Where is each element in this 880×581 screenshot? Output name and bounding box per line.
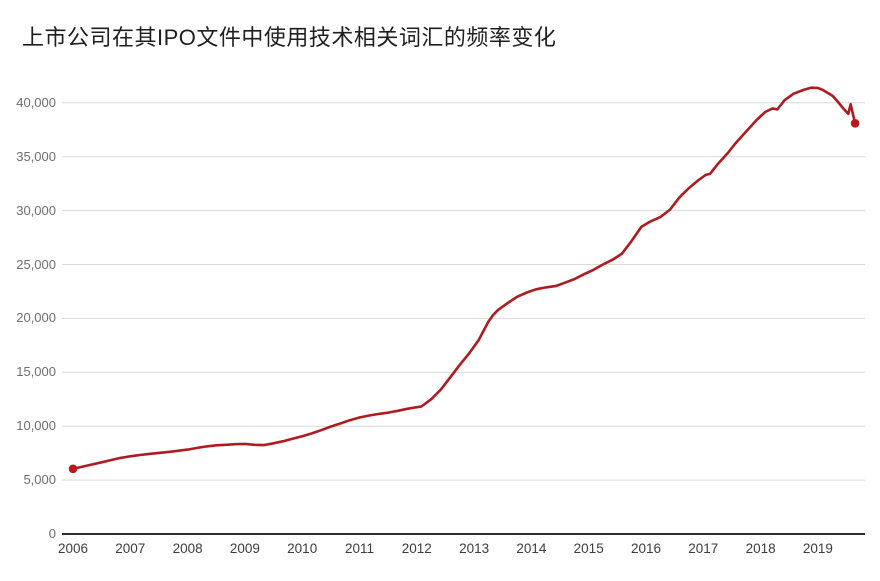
y-axis-tick-label: 15,000 xyxy=(16,364,56,380)
x-axis-tick-label: 2010 xyxy=(287,541,318,556)
y-axis-tick-label: 35,000 xyxy=(16,148,56,164)
x-axis-tick-label: 2009 xyxy=(229,541,260,556)
x-axis-tick-label: 2014 xyxy=(516,541,547,556)
y-axis-tick-label: 0 xyxy=(48,526,56,541)
x-axis-tick-label: 2015 xyxy=(573,541,604,556)
x-axis-tick-label: 2017 xyxy=(688,541,719,556)
y-axis-tick-label: 25,000 xyxy=(16,256,56,272)
x-axis-tick-label: 2019 xyxy=(802,541,833,556)
y-axis-tick-label: 40,000 xyxy=(16,94,56,110)
y-axis-tick-label: 10,000 xyxy=(16,418,56,434)
y-axis-tick-label: 5,000 xyxy=(23,472,56,488)
y-axis-tick-label: 20,000 xyxy=(16,310,56,326)
data-line xyxy=(71,86,857,471)
end-point-marker xyxy=(850,119,860,128)
x-axis-tick-label: 2013 xyxy=(459,541,490,556)
start-point-marker xyxy=(68,464,78,474)
x-axis-tick-label: 2007 xyxy=(115,541,146,556)
x-axis-tick-label: 2018 xyxy=(745,541,776,556)
x-axis-tick-label: 2006 xyxy=(57,541,89,556)
x-axis-tick-label: 2008 xyxy=(172,541,203,556)
x-axis-tick-label: 2011 xyxy=(344,541,375,556)
x-axis-tick-label: 2012 xyxy=(401,541,432,556)
x-axis-tick-label: 2016 xyxy=(630,541,662,556)
y-axis-tick-label: 30,000 xyxy=(16,202,56,218)
chart-title: 上市公司在其IPO文件中使用技术相关词汇的频率变化 xyxy=(22,25,557,50)
